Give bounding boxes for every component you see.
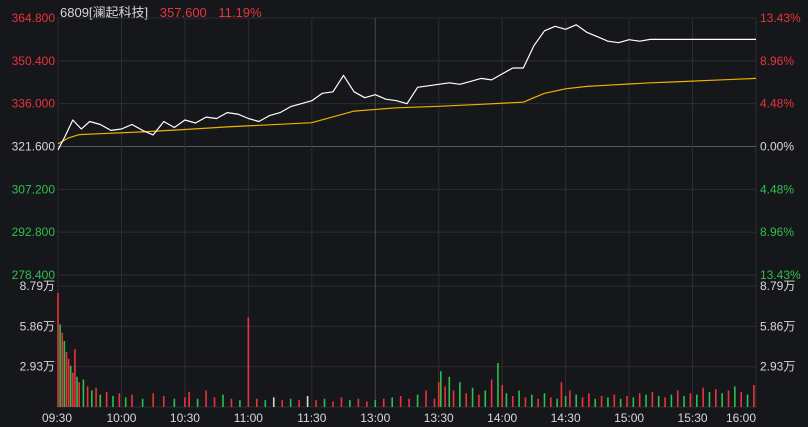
volume-tick-label: 8.79万 — [20, 279, 55, 293]
chart-header: 6809[澜起科技] 357.600 11.19% — [60, 2, 262, 21]
price-tick-label: 278.400 — [12, 268, 56, 282]
time-tick-label: 14:30 — [551, 411, 581, 425]
pct-tick-label: 4.48% — [760, 182, 794, 196]
time-tick-label: 13:00 — [360, 411, 390, 425]
volume-tick-label-right: 8.79万 — [760, 279, 795, 293]
time-tick-label: 13:30 — [424, 411, 454, 425]
price-line — [57, 24, 756, 151]
price-tick-label: 321.600 — [12, 140, 56, 154]
pct-tick-label: 13.43% — [760, 11, 801, 25]
time-tick-label: 09:30 — [42, 411, 72, 425]
time-tick-label: 11:30 — [297, 411, 326, 425]
current-price: 357.600 — [159, 5, 207, 20]
pct-tick-label: 4.48% — [760, 97, 794, 111]
volume-tick-label-right: 5.86万 — [760, 319, 795, 333]
pct-tick-label: 8.96% — [760, 225, 794, 239]
price-tick-label: 307.200 — [12, 182, 56, 196]
volume-tick-label-right: 2.93万 — [760, 360, 795, 374]
price-tick-label: 364.800 — [12, 11, 56, 25]
pct-tick-label: 8.96% — [760, 54, 794, 68]
change-percent: 11.19% — [218, 5, 262, 20]
time-tick-label: 15:30 — [678, 411, 708, 425]
price-tick-label: 336.000 — [12, 97, 56, 111]
plot-frame — [57, 17, 757, 408]
volume-tick-label: 5.86万 — [20, 319, 55, 333]
time-tick-label: 14:00 — [487, 411, 517, 425]
time-tick-label: 11:00 — [234, 411, 263, 425]
pct-tick-label: 13.43% — [760, 268, 801, 282]
pct-tick-label: 0.00% — [760, 140, 794, 154]
time-tick-label: 10:00 — [106, 411, 136, 425]
price-tick-label: 292.800 — [12, 225, 56, 239]
stock-name: 6809[澜起科技] — [60, 5, 149, 20]
time-tick-label: 10:30 — [170, 411, 200, 425]
average-price-line — [57, 77, 757, 145]
price-tick-label: 350.400 — [12, 54, 56, 68]
time-tick-label: 15:00 — [614, 411, 644, 425]
time-tick-label: 16:00 — [726, 411, 756, 425]
volume-tick-label: 2.93万 — [20, 360, 55, 374]
